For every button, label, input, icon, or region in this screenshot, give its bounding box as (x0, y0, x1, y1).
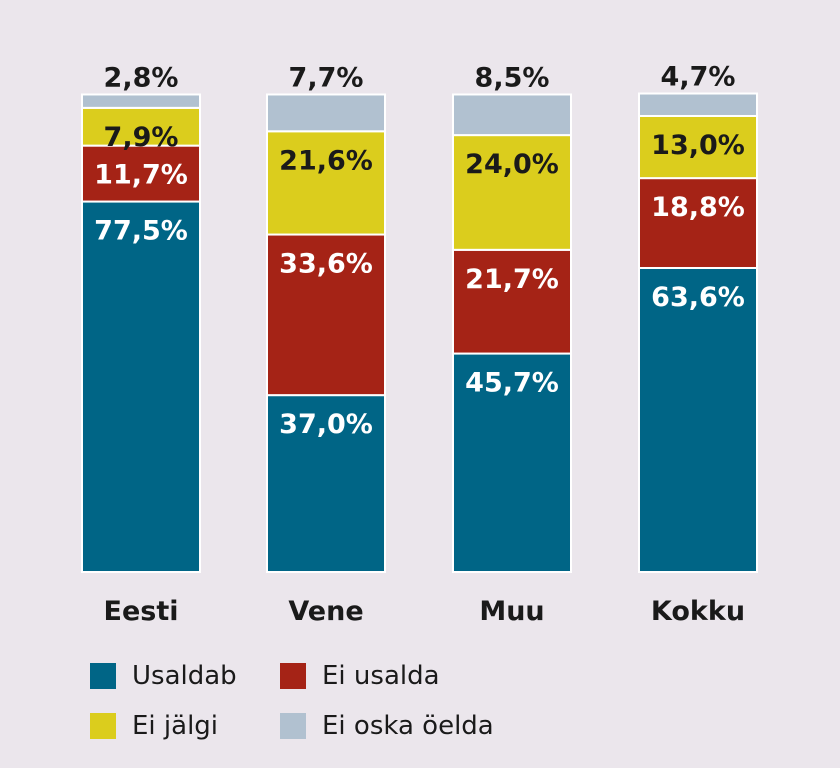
bar-segment-kokku-ei-jalgi (638, 114, 758, 180)
data-label-eesti-ei-oska-oelda: 2,8% (104, 62, 179, 93)
category-label-kokku: Kokku (651, 596, 745, 627)
bar-segment-vene-ei-oska-oelda (266, 93, 386, 133)
legend-item-ei-usalda: Ei usalda (280, 660, 530, 692)
bar-segment-eesti-ei-oska-oelda (81, 93, 201, 109)
bar-segment-vene-ei-jalgi (266, 130, 386, 236)
legend-item-ei-oska-oelda: Ei oska öelda (280, 710, 530, 742)
data-label-muu-ei-usalda: 21,7% (465, 264, 559, 295)
bar-segment-muu-ei-jalgi (452, 134, 572, 251)
bar-segment-kokku-usaldab (638, 266, 758, 573)
data-label-vene-ei-usalda: 33,6% (279, 249, 373, 280)
legend-label-usaldab: Usaldab (132, 661, 237, 691)
legend-swatch-ei-jalgi (90, 713, 116, 739)
bar-segment-muu-ei-usalda (452, 248, 572, 355)
legend-swatch-ei-oska-oelda (280, 713, 306, 739)
legend-label-ei-usalda: Ei usalda (322, 661, 440, 691)
bar-segment-eesti-ei-jalgi (81, 106, 201, 147)
bar-segment-eesti-ei-usalda (81, 144, 201, 203)
data-label-vene-usaldab: 37,0% (279, 409, 373, 440)
legend-swatch-ei-usalda (280, 663, 306, 689)
legend-item-usaldab: Usaldab (90, 660, 280, 692)
data-label-muu-ei-jalgi: 24,0% (465, 149, 559, 180)
bar-segment-vene-ei-usalda (266, 233, 386, 397)
legend-swatch-usaldab (90, 663, 116, 689)
data-label-vene-ei-oska-oelda: 7,7% (289, 62, 364, 93)
bar-segment-eesti-usaldab (81, 200, 201, 574)
data-label-kokku-ei-usalda: 18,8% (651, 192, 745, 223)
bar-segment-muu-ei-oska-oelda (452, 93, 572, 137)
legend-label-ei-oska-oelda: Ei oska öelda (322, 711, 494, 741)
category-label-vene: Vene (288, 596, 363, 627)
category-label-muu: Muu (479, 596, 544, 627)
data-label-eesti-ei-jalgi: 7,9% (104, 122, 179, 153)
data-label-vene-ei-jalgi: 21,6% (279, 145, 373, 176)
legend-label-ei-jalgi: Ei jälgi (132, 711, 219, 741)
bar-segment-kokku-ei-oska-oelda (638, 92, 758, 117)
data-label-eesti-ei-usalda: 11,7% (94, 160, 188, 191)
data-label-muu-usaldab: 45,7% (465, 368, 559, 399)
data-label-kokku-usaldab: 63,6% (651, 282, 745, 313)
data-label-eesti-usaldab: 77,5% (94, 216, 188, 247)
data-label-muu-ei-oska-oelda: 8,5% (475, 62, 550, 93)
category-label-eesti: Eesti (104, 596, 179, 627)
legend-item-ei-jalgi: Ei jälgi (90, 710, 280, 742)
data-label-kokku-ei-oska-oelda: 4,7% (661, 62, 736, 93)
data-label-kokku-ei-jalgi: 13,0% (651, 130, 745, 161)
chart-legend: Usaldab Ei usalda Ei jälgi Ei oska öelda (90, 660, 610, 742)
bar-segment-muu-usaldab (452, 352, 572, 573)
bar-segment-kokku-ei-usalda (638, 177, 758, 269)
